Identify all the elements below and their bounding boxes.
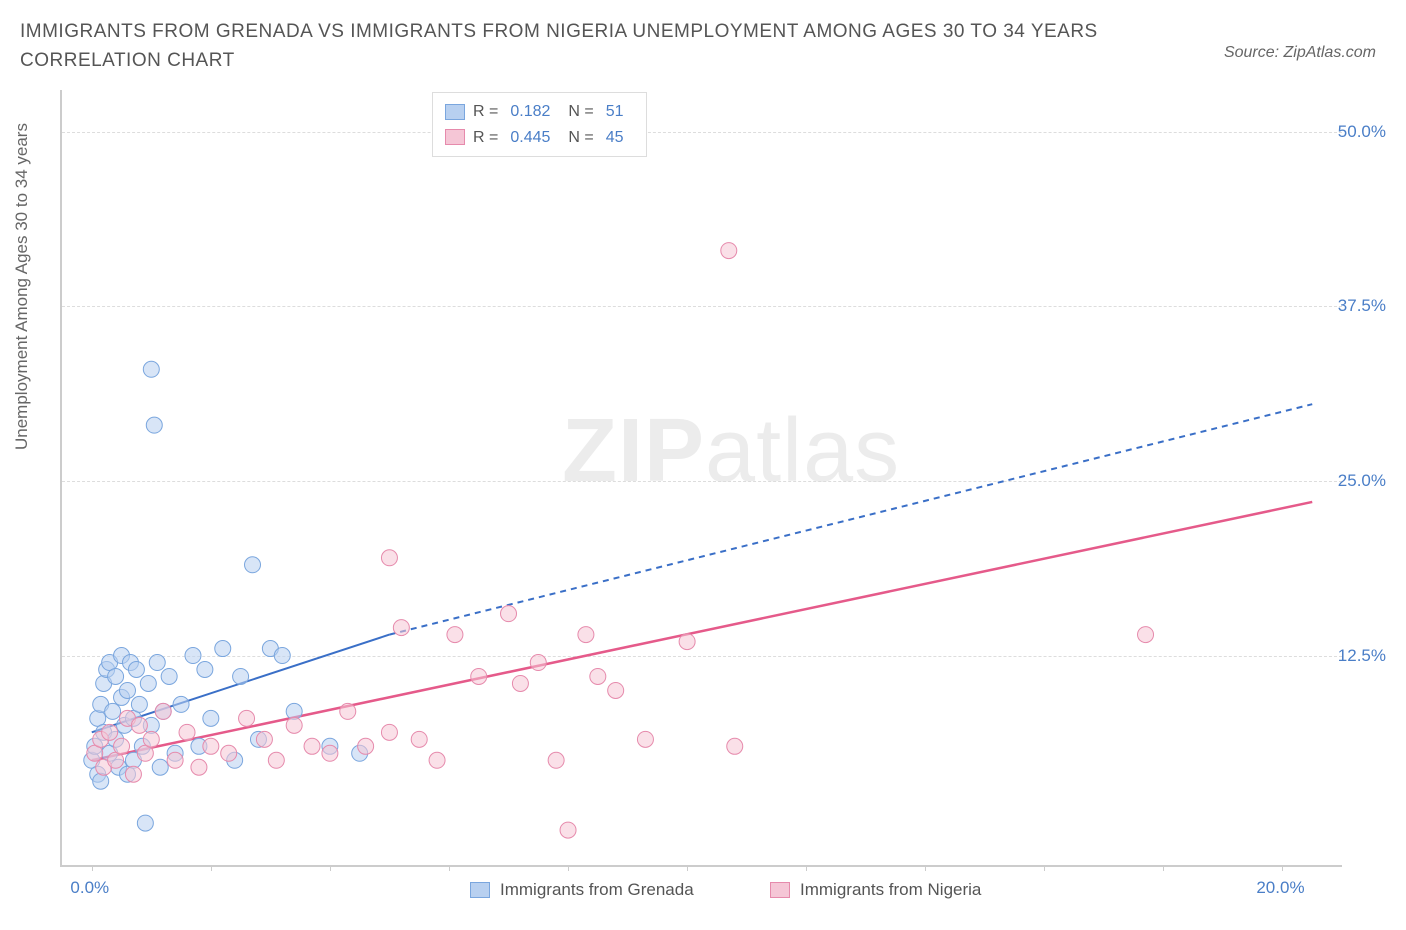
n-label: N = — [568, 125, 593, 151]
scatter-points — [62, 90, 1342, 865]
bottom-legend-nigeria: Immigrants from Nigeria — [770, 880, 981, 900]
swatch-grenada-icon — [470, 882, 490, 898]
n-label: N = — [568, 99, 593, 125]
swatch-nigeria-icon — [770, 882, 790, 898]
y-tick-label: 25.0% — [1338, 471, 1386, 491]
source-attribution: Source: ZipAtlas.com — [1224, 44, 1376, 62]
y-tick-label: 50.0% — [1338, 122, 1386, 142]
legend-label-grenada: Immigrants from Grenada — [500, 880, 694, 900]
r-label: R = — [473, 99, 498, 125]
bottom-legend-grenada: Immigrants from Grenada — [470, 880, 694, 900]
y-tick-label: 37.5% — [1338, 296, 1386, 316]
swatch-nigeria — [445, 129, 465, 145]
r-value-grenada: 0.182 — [510, 99, 550, 125]
y-tick-label: 12.5% — [1338, 646, 1386, 666]
n-value-nigeria: 45 — [606, 125, 624, 151]
stats-row-grenada: R = 0.182 N = 51 — [445, 99, 634, 125]
plot-area: ZIPatlas R = 0.182 N = 51 R = 0.445 N = … — [60, 90, 1342, 867]
r-value-nigeria: 0.445 — [510, 125, 550, 151]
r-label: R = — [473, 125, 498, 151]
chart-title: IMMIGRANTS FROM GRENADA VS IMMIGRANTS FR… — [20, 18, 1120, 75]
stats-row-nigeria: R = 0.445 N = 45 — [445, 125, 634, 151]
n-value-grenada: 51 — [606, 99, 624, 125]
y-axis-label: Unemployment Among Ages 30 to 34 years — [12, 123, 32, 450]
stats-legend: R = 0.182 N = 51 R = 0.445 N = 45 — [432, 92, 647, 157]
swatch-grenada — [445, 104, 465, 120]
x-tick-label: 0.0% — [70, 878, 109, 898]
legend-label-nigeria: Immigrants from Nigeria — [800, 880, 981, 900]
x-tick-label: 20.0% — [1256, 878, 1304, 898]
